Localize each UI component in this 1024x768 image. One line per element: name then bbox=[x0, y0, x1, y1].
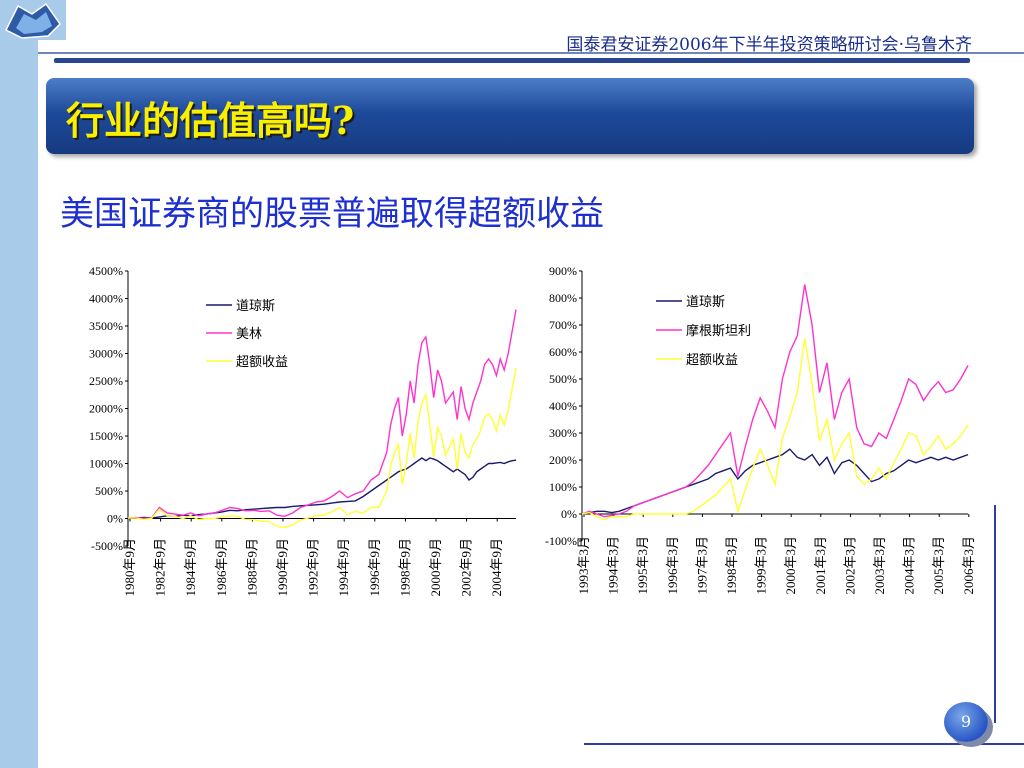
company-logo-icon bbox=[2, 0, 66, 40]
decorative-vertical-line bbox=[994, 505, 996, 723]
y-tick-label: 500% bbox=[95, 484, 123, 498]
y-tick-label: 4000% bbox=[89, 292, 123, 306]
x-tick-label: 1982年9月 bbox=[153, 538, 168, 597]
decorative-bottom-line bbox=[584, 743, 1024, 745]
x-tick-label: 2003年3月 bbox=[872, 536, 887, 595]
x-tick-label: 1992年9月 bbox=[306, 538, 321, 597]
legend-label: 道琼斯 bbox=[686, 294, 725, 309]
x-tick-label: 1988年9月 bbox=[244, 538, 259, 597]
x-tick-label: 2000年9月 bbox=[428, 538, 443, 597]
chart-svg: 900% 800% 700% 600% 500% 400% 300% 200% 100% 0% -1… bbox=[545, 264, 976, 595]
x-tick-label: 1997年3月 bbox=[694, 536, 709, 595]
x-tick-label: 1998年9月 bbox=[397, 538, 412, 597]
y-tick-label: 900% bbox=[549, 264, 577, 278]
legend-label: 摩根斯坦利 bbox=[686, 323, 751, 338]
x-tick-label: 2002年3月 bbox=[842, 536, 857, 595]
series-line-2 bbox=[581, 338, 969, 521]
left-accent-bar bbox=[0, 0, 38, 768]
y-tick-label: 2000% bbox=[89, 402, 123, 416]
x-tick-label: 1996年3月 bbox=[665, 536, 680, 595]
series-line-2 bbox=[128, 367, 517, 529]
x-tick-label: 2001年3月 bbox=[813, 536, 828, 595]
slide-title: 行业的估值高吗? bbox=[66, 98, 355, 143]
x-tick-label: 1996年9月 bbox=[367, 538, 382, 597]
x-tick-label: 2000年3月 bbox=[783, 536, 798, 595]
x-tick-label: 1986年9月 bbox=[214, 538, 229, 597]
title-banner bbox=[46, 78, 974, 154]
y-tick-label: 1500% bbox=[89, 429, 123, 443]
y-tick-label: -100% bbox=[545, 534, 577, 548]
header-event-title: 国泰君安证券2006年下半年投资策略研讨会·乌鲁木齐 bbox=[566, 35, 972, 55]
x-tick-label: 2006年3月 bbox=[961, 536, 976, 595]
y-tick-label: 0% bbox=[561, 507, 577, 521]
x-tick-label: 1993年3月 bbox=[576, 536, 591, 595]
header-divider bbox=[38, 52, 1024, 54]
x-tick-label: 1995年3月 bbox=[635, 536, 650, 595]
y-tick-label: 0% bbox=[107, 512, 123, 526]
merrill-lynch-chart: 4500% 4000% 3500% 3000% 2500% 2000% 1500% 1000%… bbox=[60, 255, 530, 645]
y-tick-label: 400% bbox=[549, 399, 577, 413]
y-tick-label: 4500% bbox=[89, 264, 123, 278]
x-tick-label: 1999年3月 bbox=[754, 536, 769, 595]
y-tick-label: -500% bbox=[91, 539, 123, 553]
x-tick-label: 1998年3月 bbox=[724, 536, 739, 595]
header-divider-bold bbox=[54, 58, 970, 63]
series-line-1 bbox=[127, 309, 517, 520]
chart-svg: 4500% 4000% 3500% 3000% 2500% 2000% 1500% 1000%… bbox=[89, 264, 517, 597]
morgan-stanley-chart: 900% 800% 700% 600% 500% 400% 300% 200% 100% 0% -1… bbox=[528, 255, 990, 645]
x-tick-label: 2004年9月 bbox=[489, 538, 504, 597]
legend-label: 道琼斯 bbox=[236, 298, 275, 313]
legend-label: 美林 bbox=[236, 326, 262, 341]
y-tick-label: 2500% bbox=[89, 374, 123, 388]
x-tick-label: 1984年9月 bbox=[183, 538, 198, 597]
y-tick-label: 700% bbox=[549, 318, 577, 332]
x-tick-label: 2004年3月 bbox=[902, 536, 917, 595]
x-tick-label: 1994年9月 bbox=[336, 538, 351, 597]
legend-label: 超额收益 bbox=[686, 352, 738, 367]
y-tick-label: 3000% bbox=[89, 347, 123, 361]
slide-subtitle: 美国证券商的股票普遍取得超额收益 bbox=[60, 194, 604, 234]
y-tick-label: 1000% bbox=[89, 457, 123, 471]
y-tick-label: 100% bbox=[549, 480, 577, 494]
x-tick-label: 2005年3月 bbox=[931, 536, 946, 595]
x-tick-label: 1994年3月 bbox=[606, 536, 621, 595]
x-tick-label: 2002年9月 bbox=[459, 538, 474, 597]
x-tick-label: 1980年9月 bbox=[122, 538, 137, 597]
y-tick-label: 600% bbox=[549, 345, 577, 359]
legend-label: 超额收益 bbox=[236, 354, 288, 369]
x-tick-label: 1990年9月 bbox=[275, 538, 290, 597]
y-tick-label: 200% bbox=[549, 453, 577, 467]
y-tick-label: 800% bbox=[549, 291, 577, 305]
y-tick-label: 300% bbox=[549, 426, 577, 440]
y-tick-label: 500% bbox=[549, 372, 577, 386]
y-tick-label: 3500% bbox=[89, 319, 123, 333]
page-number-badge: 9 bbox=[944, 702, 988, 742]
series-line-1 bbox=[581, 284, 969, 518]
